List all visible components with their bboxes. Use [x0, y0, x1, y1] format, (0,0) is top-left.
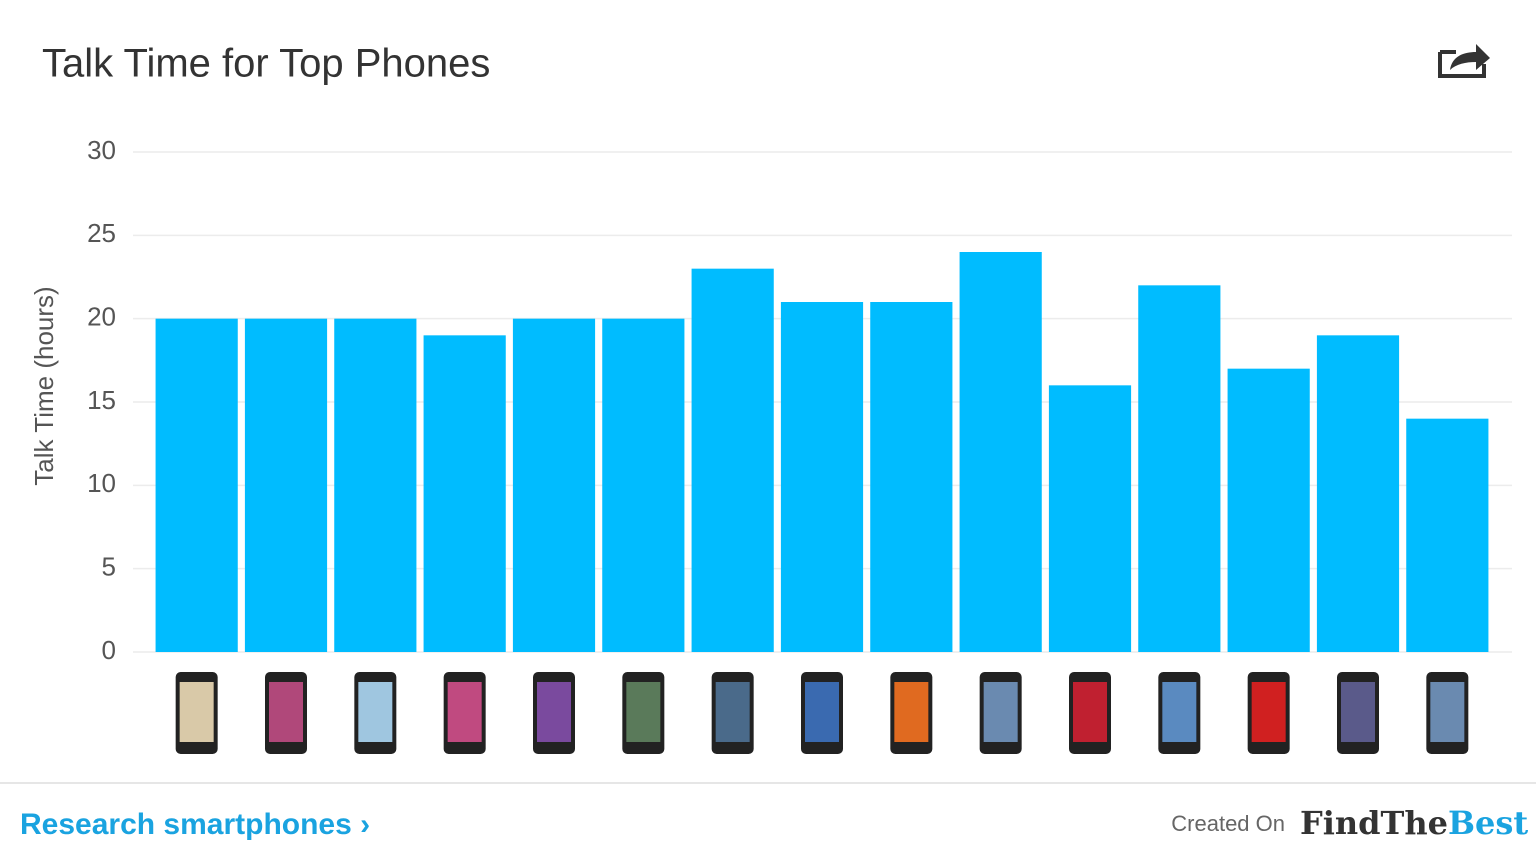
research-link[interactable]: Research smartphones › [20, 808, 370, 841]
phone-screen [1430, 682, 1465, 742]
bar [423, 335, 506, 652]
phone-image [801, 672, 843, 754]
phone-screen [894, 682, 929, 742]
bar [780, 302, 864, 652]
y-tick-label: 0 [102, 635, 116, 665]
phone-screen [1073, 682, 1107, 742]
bar [870, 302, 953, 652]
bar [1406, 418, 1489, 652]
phone-screen [715, 682, 750, 742]
phone-image [622, 672, 665, 754]
phone-screen [447, 682, 482, 742]
phone-image [711, 672, 754, 754]
bar [244, 318, 328, 652]
phone-screen [1341, 682, 1375, 742]
phone-image [175, 672, 218, 754]
phone-image [265, 672, 307, 754]
phone-image [354, 672, 397, 754]
phone-screen [626, 682, 661, 742]
phone-image [1158, 672, 1201, 754]
bar [1316, 335, 1400, 652]
bar [1138, 285, 1221, 652]
phone-screen [179, 682, 214, 742]
bar [155, 318, 238, 652]
bar [691, 268, 774, 652]
phone-image [890, 672, 933, 754]
brand-first: FindThe [1300, 804, 1448, 842]
phone-image [979, 672, 1022, 754]
phone-image [1337, 672, 1379, 754]
bar [959, 252, 1042, 652]
y-tick-label: 20 [87, 302, 116, 332]
y-tick-label: 25 [87, 218, 116, 248]
brand: FindTheBest [1300, 804, 1528, 842]
phone-image [533, 672, 575, 754]
phone-image [1069, 672, 1111, 754]
y-tick-label: 15 [87, 385, 116, 415]
phone-image [443, 672, 486, 754]
phone-screen [358, 682, 393, 742]
y-axis-label: Talk Time (hours) [29, 286, 59, 485]
y-tick-label: 5 [102, 552, 116, 582]
phone-screen [1162, 682, 1197, 742]
bar [602, 318, 685, 652]
phone-screen [269, 682, 303, 742]
bar [1227, 368, 1310, 652]
phone-image [1247, 672, 1290, 754]
brand-second: Best [1448, 804, 1528, 842]
created-on: Created On [1171, 811, 1285, 836]
phone-screen [805, 682, 839, 742]
share-button[interactable] [1438, 44, 1490, 78]
bar [334, 318, 417, 652]
y-tick-label: 30 [87, 135, 116, 165]
y-tick-label: 10 [87, 468, 116, 498]
phone-screen [537, 682, 571, 742]
phone-image [1426, 672, 1469, 754]
phone-screen [1251, 682, 1286, 742]
chart-title: Talk Time for Top Phones [42, 42, 490, 86]
bar [512, 318, 596, 652]
phone-screen [983, 682, 1018, 742]
bar [1048, 385, 1132, 652]
